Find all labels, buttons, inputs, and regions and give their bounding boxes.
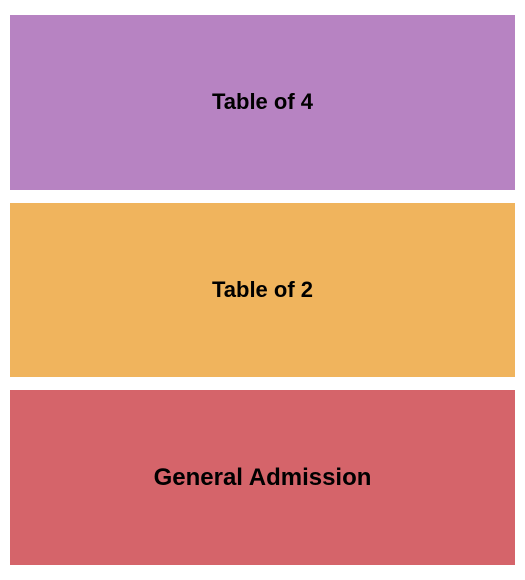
section-label: Table of 2 (212, 277, 313, 303)
section-table-of-4[interactable]: Table of 4 (10, 15, 515, 190)
section-general-admission[interactable]: General Admission (10, 390, 515, 565)
section-table-of-2[interactable]: Table of 2 (10, 203, 515, 378)
seating-chart: Table of 4 Table of 2 General Admission (10, 15, 515, 565)
section-label: General Admission (154, 464, 372, 492)
section-label: Table of 4 (212, 89, 313, 115)
